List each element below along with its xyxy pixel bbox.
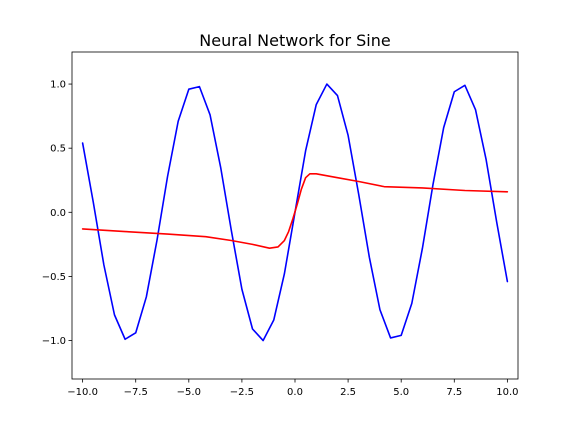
x-tick-label: −2.5: [230, 387, 254, 398]
y-tick-label: 0.5: [50, 144, 66, 155]
x-tick-label: 10.0: [496, 387, 518, 398]
y-tick-label: −1.0: [42, 336, 66, 347]
x-axis: −10.0 −7.5 −5.0 −2.5 0.0 2.5 5.0 7.5 10.0: [67, 379, 519, 398]
x-tick-label: −10.0: [67, 387, 98, 398]
y-tick-label: 1.0: [50, 80, 66, 91]
x-tick-label: 7.5: [446, 387, 462, 398]
y-axis: 1.0 0.5 0.0 −0.5 −1.0: [42, 80, 72, 347]
x-tick-label: 0.0: [287, 387, 303, 398]
x-tick-label: −7.5: [124, 387, 148, 398]
y-tick-label: −0.5: [42, 272, 66, 283]
series-line-1: [81, 173, 509, 249]
x-tick-label: −5.0: [177, 387, 201, 398]
series-layer: [81, 83, 509, 342]
x-tick-label: 2.5: [340, 387, 356, 398]
chart-title: Neural Network for Sine: [199, 31, 390, 50]
y-tick-label: 0.0: [50, 208, 66, 219]
x-tick-label: 5.0: [393, 387, 409, 398]
